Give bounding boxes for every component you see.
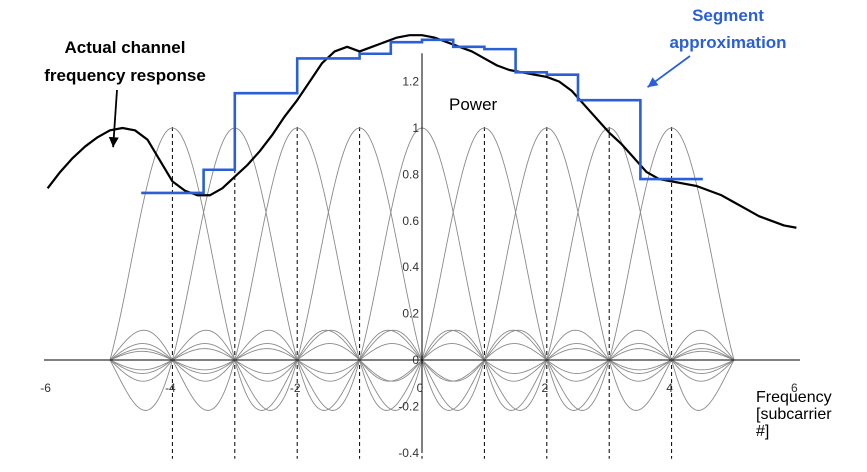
series-actual-response — [46, 34, 797, 229]
x-tick-label: 6 — [791, 381, 798, 395]
x-tick-label: -4 — [165, 381, 176, 395]
annotation-arrows — [108, 55, 691, 148]
annotation-segment-line-1: Segment — [692, 6, 764, 25]
x-tick-label: 4 — [666, 381, 673, 395]
y-tick-label: -0.4 — [398, 446, 419, 460]
series-segment-approximation — [141, 38, 703, 195]
x-axis-label-line-3: #] — [756, 423, 769, 440]
annotation-actual-line-2: frequency response — [44, 66, 206, 85]
x-tick-label: -6 — [40, 381, 51, 395]
arrow-segment-approximation-head — [647, 77, 659, 88]
x-tick-label: -2 — [290, 381, 301, 395]
y-tick-label: -0.2 — [398, 399, 419, 413]
y-tick-label: 1.2 — [402, 75, 419, 89]
x-axis-label-line-1: Frequency — [756, 389, 832, 406]
x-tick-label: 2 — [541, 381, 548, 395]
arrow-segment-approximation — [646, 55, 691, 88]
y-tick-label: 0 — [412, 353, 419, 367]
tick-labels: -6 -4 -2 0 2 4 6 -0.4 -0.2 0 0.2 0.4 0.6 0.8 1 1.2 — [40, 75, 798, 460]
x-axis-label-line-2: [subcarrier — [756, 406, 832, 423]
x-tick-label: 0 — [417, 381, 424, 395]
annotation-segment-line-2: approximation — [669, 33, 786, 52]
series — [46, 34, 797, 229]
arrow-actual-response-head — [108, 136, 119, 148]
y-tick-label: 0.8 — [402, 167, 419, 181]
axes — [44, 53, 800, 453]
y-tick-label: 0.4 — [402, 260, 419, 274]
y-tick-label: 0.2 — [402, 307, 419, 321]
annotation-actual-line-1: Actual channel — [65, 38, 186, 57]
y-axis-label: Power — [449, 95, 498, 114]
y-tick-label: 0.6 — [402, 214, 419, 228]
y-tick-label: 1 — [412, 121, 419, 135]
arrow-actual-response — [108, 89, 119, 148]
